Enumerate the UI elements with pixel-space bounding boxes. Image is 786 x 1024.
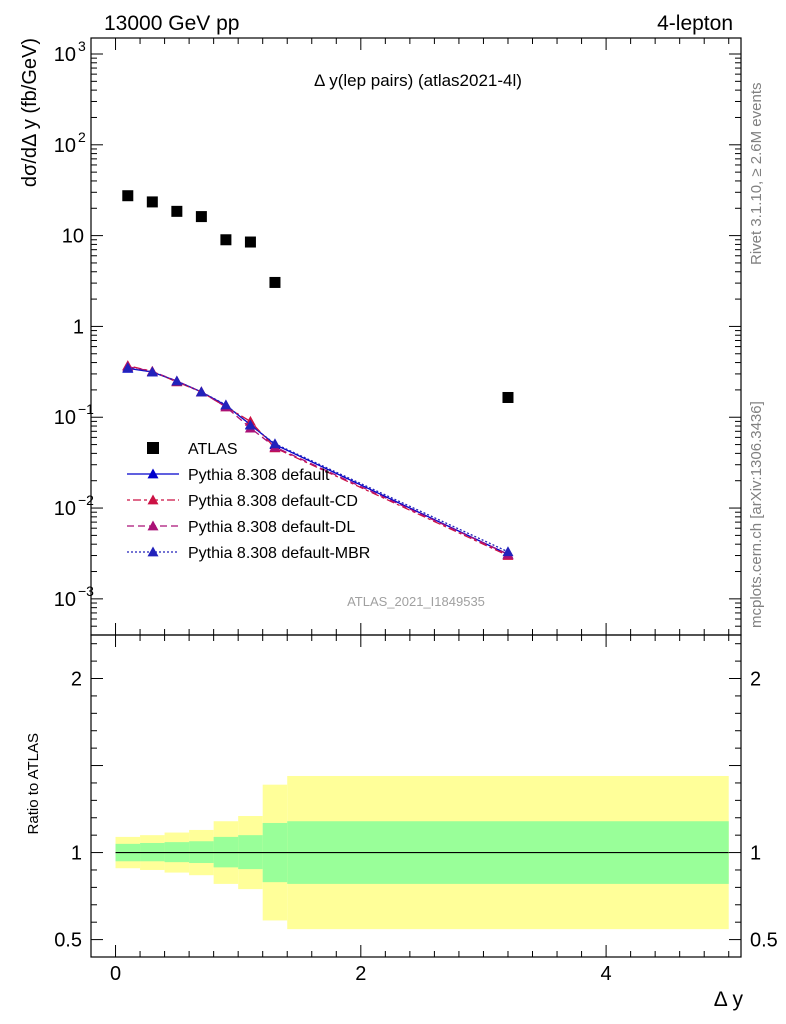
ratio-y-tick-label-right: 2 — [750, 669, 761, 691]
mc-series-point-4 — [220, 399, 232, 410]
y-tick-label: 10 — [54, 589, 76, 611]
mc-series-point-4 — [122, 362, 134, 373]
y-tick-label: 10 — [54, 407, 76, 429]
x-axis-label: Δ y — [714, 988, 744, 1011]
ratio-bands — [115, 775, 729, 930]
legend-label-1: Pythia 8.308 default — [188, 467, 330, 484]
legend-label-3: Pythia 8.308 default-DL — [188, 519, 355, 536]
y-tick-exponent: −1 — [78, 401, 94, 417]
y-tick-exponent: −2 — [78, 492, 94, 508]
y-tick-label: 10 — [54, 44, 76, 66]
main-plot-title: Δ y(lep pairs) (atlas2021-4l) — [314, 71, 522, 90]
mc-series-line-3 — [127, 366, 509, 555]
y-tick-exponent: −3 — [78, 583, 94, 599]
y-tick-label: 10 — [54, 498, 76, 520]
legend-marker-2 — [147, 494, 159, 505]
watermark: ATLAS_2021_I1849535 — [347, 594, 485, 609]
header-left: 13000 GeV pp — [104, 12, 239, 35]
legend-marker-4 — [147, 546, 159, 557]
mc-series-point-4 — [171, 375, 183, 386]
y-tick-exponent: 2 — [78, 129, 86, 145]
atlas-data-point — [220, 234, 232, 246]
atlas-data-point — [171, 205, 183, 217]
y-tick-exponent: 3 — [78, 38, 86, 54]
mc-series-point-4 — [244, 419, 256, 430]
ratio-y-axis-label: Ratio to ATLAS — [25, 733, 42, 834]
mcplots-label: mcplots.cern.ch [arXiv:1306.3436] — [748, 401, 765, 628]
ratio-y-tick-label-right: 0.5 — [750, 930, 778, 952]
x-tick-label: 2 — [355, 963, 366, 985]
atlas-data-point — [122, 190, 134, 202]
atlas-data-point — [195, 211, 207, 223]
ratio-y-tick-label-right: 1 — [750, 843, 761, 865]
legend: ATLAS Pythia 8.308 default Pythia 8.308 de… — [127, 441, 370, 562]
mc-series-line-4 — [127, 367, 509, 553]
main-plot-content — [122, 190, 514, 560]
legend-label-4: Pythia 8.308 default-MBR — [188, 545, 370, 562]
header-right: 4-lepton — [657, 12, 733, 35]
mc-series-point-4 — [195, 386, 207, 397]
legend-marker-1 — [147, 468, 159, 479]
mc-series-point-4 — [269, 438, 281, 449]
ratio-y-tick-label: 0.5 — [54, 930, 82, 952]
main-y-axis-label: dσ/dΔ y (fb/GeV) — [19, 38, 41, 187]
atlas-data-point — [146, 196, 158, 208]
rivet-label: Rivet 3.1.10, ≥ 2.6M events — [748, 83, 765, 266]
y-tick-label: 10 — [54, 135, 76, 157]
atlas-data-point — [244, 236, 256, 248]
mc-series-point-4 — [502, 546, 514, 557]
ratio-plot-frame — [90, 634, 742, 958]
atlas-data-point — [269, 276, 281, 288]
legend-marker-3 — [147, 520, 159, 531]
legend-label-2: Pythia 8.308 default-CD — [188, 493, 358, 510]
mc-series-point-4 — [146, 366, 158, 377]
y-tick-label: 1 — [73, 316, 84, 338]
x-tick-label: 0 — [110, 963, 121, 985]
legend-marker-atlas — [147, 442, 159, 454]
ratio-y-tick-label: 1 — [71, 843, 82, 865]
atlas-data-point — [502, 391, 514, 403]
x-tick-label: 4 — [601, 963, 612, 985]
legend-label-0: ATLAS — [188, 441, 238, 458]
y-tick-label: 10 — [62, 226, 84, 248]
ratio-y-tick-label: 2 — [71, 669, 82, 691]
